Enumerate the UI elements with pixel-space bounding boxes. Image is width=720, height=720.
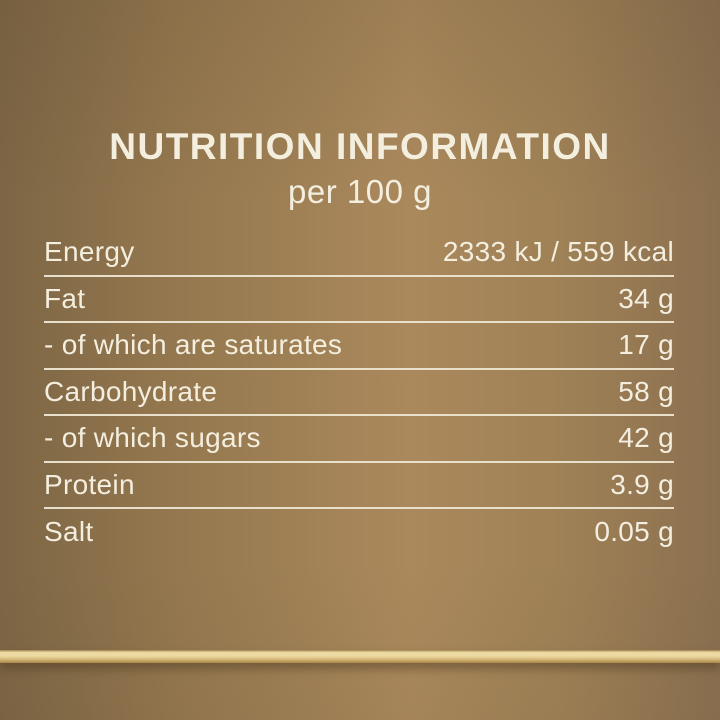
nutrient-value: 58 g xyxy=(618,375,674,407)
nutrient-value: 3.9 g xyxy=(610,468,674,500)
table-row: Fat 34 g xyxy=(44,277,674,323)
gold-divider-bar xyxy=(0,650,720,663)
nutrient-value: 42 g xyxy=(618,422,674,454)
nutrient-name: Salt xyxy=(44,516,94,548)
nutrient-name: - of which sugars xyxy=(44,422,261,454)
nutrient-name: Fat xyxy=(44,282,86,314)
label-header: NUTRITION INFORMATION per 100 g xyxy=(0,0,720,214)
table-row: Energy 2333 kJ / 559 kcal xyxy=(44,230,674,277)
nutrient-name: Protein xyxy=(44,468,135,500)
nutrient-value: 17 g xyxy=(618,329,674,361)
nutrient-name: Energy xyxy=(44,236,135,268)
nutrient-value: 2333 kJ / 559 kcal xyxy=(442,236,674,268)
table-row: Salt 0.05 g xyxy=(44,509,674,556)
table-row: - of which sugars 42 g xyxy=(44,416,674,463)
serving-subtitle: per 100 g xyxy=(288,173,432,210)
nutrient-name: - of which are saturates xyxy=(44,329,343,361)
page-title: NUTRITION INFORMATION xyxy=(109,126,611,167)
nutrient-name: Carbohydrate xyxy=(44,375,218,407)
table-row: Protein 3.9 g xyxy=(44,463,674,509)
nutrient-value: 34 g xyxy=(618,282,674,314)
table-row: - of which are saturates 17 g xyxy=(44,323,674,370)
table-row: Carbohydrate 58 g xyxy=(44,370,674,416)
nutrition-table: Energy 2333 kJ / 559 kcal Fat 34 g - of … xyxy=(44,230,674,556)
nutrient-value: 0.05 g xyxy=(594,516,674,548)
